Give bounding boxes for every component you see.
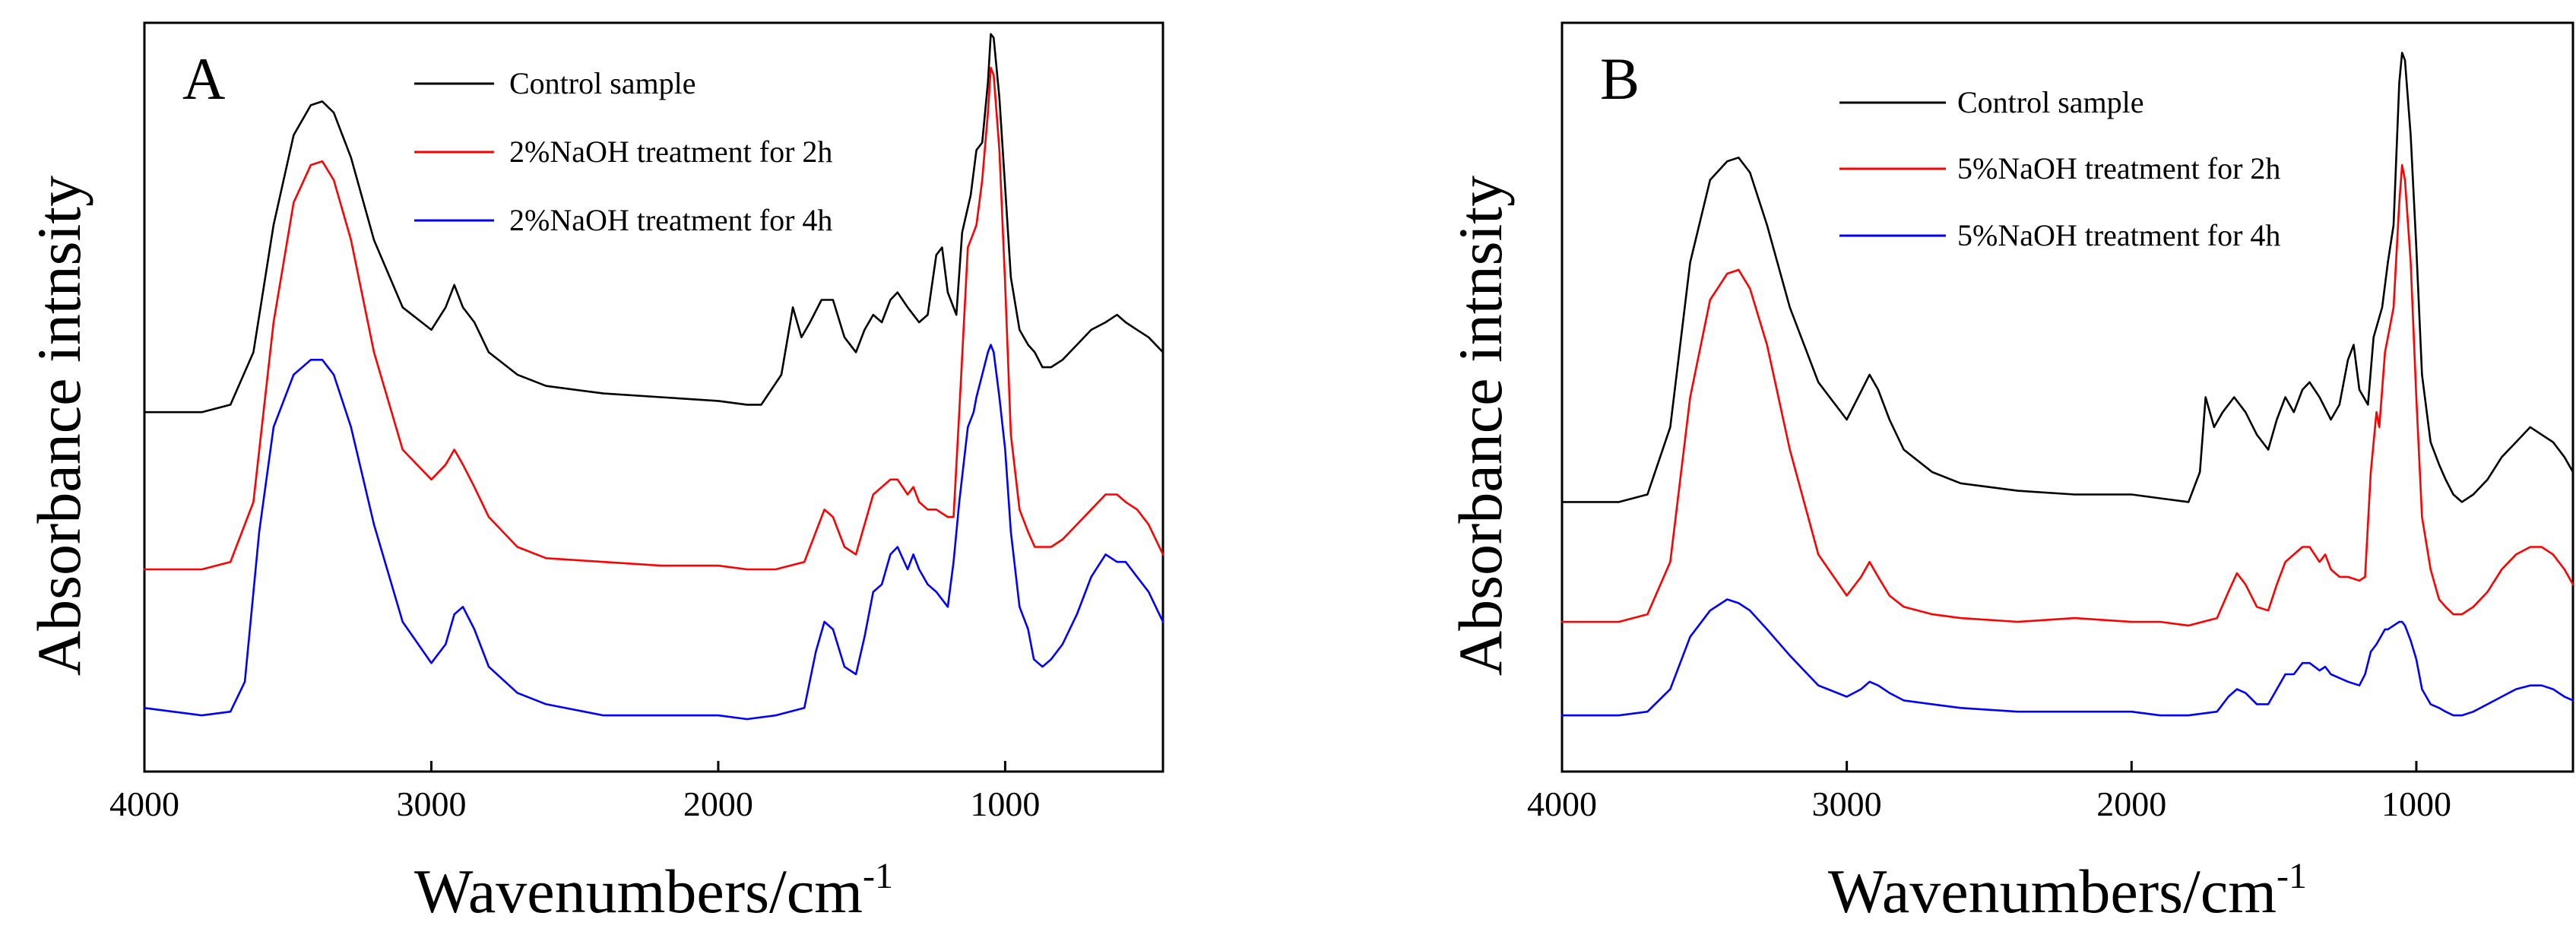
panel-b-frame xyxy=(1560,21,2574,773)
panel-b: Absorbance intnsity 4000 3000 2000 1000 B C… xyxy=(1446,21,2574,926)
panel-b-ticks: 4000 3000 2000 1000 xyxy=(1527,761,2451,823)
panel-b-legend: Control sample 5%NaOH treatment for 2h 5… xyxy=(1839,85,2280,252)
panel-b-xtick-label-3000: 3000 xyxy=(1812,784,1882,823)
panel-b-xlabel-superscript: -1 xyxy=(2277,856,2307,896)
panel-b-series-4h xyxy=(1560,598,2574,717)
panel-b-letter: B xyxy=(1600,46,1640,112)
panel-a-xtick-label-3000: 3000 xyxy=(396,784,466,823)
panel-a-xlabel-superscript: -1 xyxy=(863,856,893,896)
panel-a-legend-label-control: Control sample xyxy=(509,66,696,100)
panel-a-xtick-label-2000: 2000 xyxy=(683,784,753,823)
panel-a: Absorbance intnsity 4000 3000 2000 1000 A C… xyxy=(24,21,1164,926)
panel-b-ylabel: Absorbance intnsity xyxy=(1446,176,1515,676)
panel-a-xlabel: Wavenumbers/cm-1 xyxy=(414,856,893,926)
panel-a-legend-label-2h: 2%NaOH treatment for 2h xyxy=(509,135,832,169)
panel-b-legend-label-4h: 5%NaOH treatment for 4h xyxy=(1957,218,2280,252)
panel-b-xtick-label-4000: 4000 xyxy=(1527,784,1597,823)
panel-a-series xyxy=(143,33,1164,721)
panel-b-series xyxy=(1560,52,2574,717)
panel-b-xtick-label-1000: 1000 xyxy=(2381,784,2451,823)
panel-b-series-2h xyxy=(1560,163,2574,627)
panel-a-ticks: 4000 3000 2000 1000 xyxy=(109,761,1040,823)
panel-b-legend-label-control: Control sample xyxy=(1957,85,2144,119)
panel-a-frame xyxy=(143,21,1164,773)
panel-a-series-control xyxy=(143,33,1164,414)
panel-a-xtick-label-1000: 1000 xyxy=(970,784,1040,823)
panel-a-xtick-label-4000: 4000 xyxy=(109,784,179,823)
panel-b-xlabel-main: Wavenumbers/cm xyxy=(1828,857,2277,926)
panel-a-ylabel: Absorbance intnsity xyxy=(24,176,93,676)
panel-a-legend-label-4h: 2%NaOH treatment for 4h xyxy=(509,203,832,237)
panel-a-series-2h xyxy=(143,66,1164,571)
panel-a-xlabel-main: Wavenumbers/cm xyxy=(414,857,863,926)
panel-a-letter: A xyxy=(182,46,225,112)
panel-b-xlabel: Wavenumbers/cm-1 xyxy=(1828,856,2307,926)
panel-b-series-control xyxy=(1560,52,2574,503)
panel-b-legend-label-2h: 5%NaOH treatment for 2h xyxy=(1957,151,2280,185)
panel-a-series-4h xyxy=(143,344,1164,721)
panel-a-legend: Control sample 2%NaOH treatment for 2h 2… xyxy=(414,66,832,237)
panel-b-xtick-label-2000: 2000 xyxy=(2096,784,2166,823)
